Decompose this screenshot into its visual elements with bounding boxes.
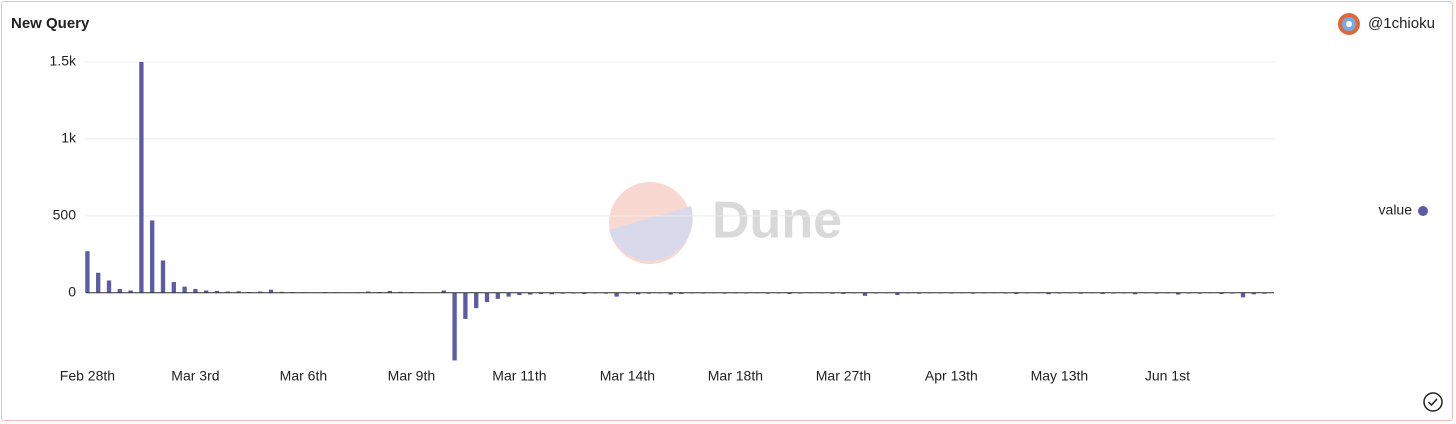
avatar[interactable] — [1338, 13, 1360, 35]
bar — [528, 292, 533, 295]
bar — [441, 290, 446, 293]
bar — [614, 292, 619, 297]
bar — [214, 290, 220, 293]
bar — [106, 280, 112, 293]
username[interactable]: @1chioku — [1368, 15, 1435, 32]
x-tick-label: Mar 18th — [708, 368, 763, 384]
x-tick-label: Mar 27th — [816, 368, 871, 384]
legend-marker — [1418, 206, 1428, 216]
bar — [549, 292, 554, 295]
bar — [1219, 292, 1224, 294]
bar — [1014, 292, 1019, 294]
y-tick-label: 0 — [68, 283, 76, 299]
bar — [225, 291, 230, 293]
x-tick-label: Apr 13th — [925, 368, 978, 384]
bar — [204, 290, 209, 293]
bar — [463, 292, 468, 319]
bar — [474, 292, 479, 309]
bar — [1046, 292, 1051, 295]
legend-label: value — [1379, 202, 1413, 218]
bar — [538, 292, 544, 294]
x-tick-label: Mar 6th — [280, 368, 327, 384]
bar — [506, 292, 511, 297]
bar — [636, 292, 641, 295]
bar — [895, 292, 900, 296]
bar — [258, 291, 263, 293]
bar — [668, 292, 673, 295]
x-tick-label: Mar 3rd — [171, 368, 219, 384]
watermark-logo — [609, 182, 693, 264]
x-tick-label: Mar 11th — [492, 368, 546, 384]
bar — [182, 286, 187, 293]
bar — [1251, 292, 1256, 295]
bar — [85, 251, 90, 293]
bar — [160, 260, 166, 293]
bar — [1100, 292, 1105, 294]
bar — [366, 291, 371, 293]
bar — [452, 292, 457, 361]
bar — [484, 292, 490, 302]
watermark: Dune — [712, 192, 842, 250]
bar — [787, 292, 792, 294]
bar — [128, 290, 133, 293]
bar — [862, 292, 868, 296]
x-tick-label: Jun 1st — [1145, 368, 1190, 384]
bar — [96, 272, 101, 293]
bar — [517, 292, 522, 296]
bar — [117, 288, 122, 293]
bar — [268, 289, 274, 293]
bar — [1132, 292, 1138, 295]
bar — [171, 282, 176, 293]
y-tick-label: 1.5k — [50, 53, 77, 69]
bar — [1240, 292, 1246, 298]
chart-title: New Query — [11, 15, 90, 32]
x-tick-label: Feb 28th — [60, 368, 115, 384]
bar — [193, 288, 198, 293]
y-tick-label: 1k — [61, 130, 77, 146]
bar — [841, 292, 846, 294]
bar — [150, 220, 155, 293]
bar — [139, 62, 144, 293]
bar — [582, 292, 587, 294]
bar — [387, 290, 392, 293]
check-icon[interactable] — [1423, 392, 1443, 412]
x-tick-label: Mar 9th — [388, 368, 435, 384]
bar — [1176, 292, 1181, 295]
x-tick-label: May 13th — [1031, 368, 1089, 384]
y-tick-label: 500 — [53, 207, 77, 223]
bar — [679, 292, 684, 294]
bar — [236, 291, 241, 293]
bar — [495, 292, 500, 299]
x-tick-label: Mar 14th — [600, 368, 655, 384]
